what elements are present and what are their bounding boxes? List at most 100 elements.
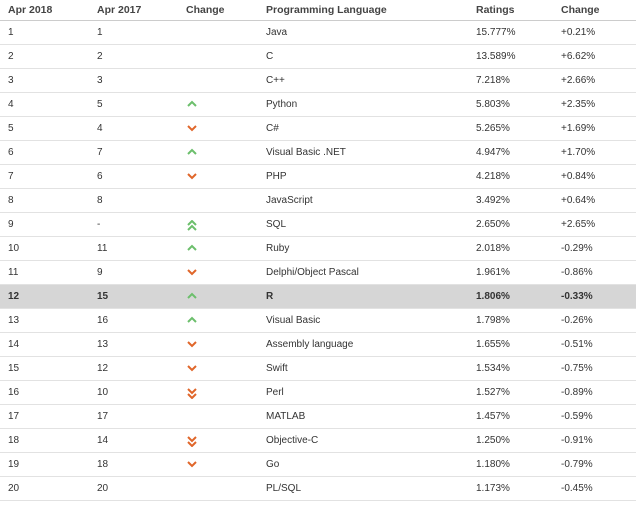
trend-icon <box>187 436 197 447</box>
rank-2017: 2 <box>97 51 103 62</box>
trend-icon <box>187 461 197 468</box>
language-name: Delphi/Object Pascal <box>266 267 359 278</box>
column-header: Apr 2018 <box>8 4 53 16</box>
chevron <box>187 316 197 323</box>
rating-change: -0.51% <box>561 339 593 350</box>
chevron <box>187 436 197 443</box>
rating-change: +0.21% <box>561 27 596 38</box>
rank-2018: 8 <box>8 195 14 206</box>
rank-2017: 9 <box>97 267 103 278</box>
rank-2017: 13 <box>97 339 109 350</box>
trend-icon <box>187 148 197 155</box>
rank-2018: 11 <box>8 267 19 278</box>
column-header: Programming Language <box>266 4 387 16</box>
rank-2018: 17 <box>8 411 20 422</box>
chevron <box>187 441 197 447</box>
column-header: Change <box>186 4 225 16</box>
language-name: Ruby <box>266 243 290 254</box>
rank-2017: 17 <box>97 411 109 422</box>
rating-change: +1.70% <box>561 147 596 158</box>
rank-2017: 18 <box>97 459 109 470</box>
chevron <box>187 388 197 395</box>
trend-icon <box>187 269 197 276</box>
rating-change: -0.59% <box>561 411 593 422</box>
rank-2017: 4 <box>97 123 103 134</box>
rating: 2.018% <box>476 243 510 254</box>
rank-2018: 4 <box>8 99 14 110</box>
rank-2018: 7 <box>8 171 14 182</box>
chevron <box>187 269 197 276</box>
rank-2018: 3 <box>8 75 14 86</box>
language-name: Java <box>266 27 288 38</box>
chevron <box>187 100 197 107</box>
table-row: 16 10 Perl 1.527% -0.89% <box>0 381 636 405</box>
rank-2018: 19 <box>8 459 20 470</box>
rank-2017: 8 <box>97 195 103 206</box>
language-name: Go <box>266 459 280 470</box>
rank-2018: 10 <box>8 243 20 254</box>
rank-2017: 11 <box>97 243 108 254</box>
rating-change: +2.35% <box>561 99 596 110</box>
rating-change: -0.91% <box>561 435 593 446</box>
table-row: 20 20 PL/SQL 1.173% -0.45% <box>0 477 636 501</box>
rank-2018: 5 <box>8 123 14 134</box>
table-row: 13 16 Visual Basic 1.798% -0.26% <box>0 309 636 333</box>
rank-2017: 10 <box>97 387 109 398</box>
trend-icon <box>187 388 197 399</box>
rank-2017: 15 <box>97 291 109 302</box>
language-name: PHP <box>266 171 287 182</box>
chevron <box>187 244 197 251</box>
language-name: PL/SQL <box>266 483 302 494</box>
trend-icon <box>187 125 197 132</box>
rating: 1.534% <box>476 363 510 374</box>
rank-2018: 9 <box>8 219 14 230</box>
chevron <box>187 148 197 155</box>
language-name: C# <box>266 123 279 134</box>
rank-2017: 20 <box>97 483 109 494</box>
rating-change: -0.89% <box>561 387 593 398</box>
chevron <box>187 292 197 299</box>
table-row: 18 14 Objective-C 1.250% -0.91% <box>0 429 636 453</box>
language-name: C++ <box>266 75 285 86</box>
trend-icon <box>187 173 197 180</box>
rating-change: +2.66% <box>561 75 596 86</box>
trend-icon <box>187 244 197 251</box>
rating: 1.806% <box>476 291 510 302</box>
chevron <box>187 220 197 226</box>
column-header: Ratings <box>476 4 515 16</box>
rating-change: -0.75% <box>561 363 593 374</box>
column-header: Change <box>561 4 600 16</box>
chevron <box>187 365 197 372</box>
language-name: Visual Basic .NET <box>266 147 346 158</box>
table-row: 2 2 C 13.589% +6.62% <box>0 45 636 69</box>
rating-change: +6.62% <box>561 51 596 62</box>
table-row: 8 8 JavaScript 3.492% +0.64% <box>0 189 636 213</box>
language-name: SQL <box>266 219 287 230</box>
rating-change: +0.64% <box>561 195 596 206</box>
chevron <box>187 461 197 468</box>
table-row: 15 12 Swift 1.534% -0.75% <box>0 357 636 381</box>
rating-change: -0.33% <box>561 291 593 302</box>
table-row: 4 5 Python 5.803% +2.35% <box>0 93 636 117</box>
language-name: MATLAB <box>266 411 306 422</box>
trend-icon <box>187 365 197 372</box>
rank-2017: 16 <box>97 315 109 326</box>
table-row: 10 11 Ruby 2.018% -0.29% <box>0 237 636 261</box>
table-row: 9 - SQL 2.650% +2.65% <box>0 213 636 237</box>
language-name: Python <box>266 99 298 110</box>
chevron <box>187 125 197 132</box>
rating: 1.180% <box>476 459 510 470</box>
rating-change: -0.26% <box>561 315 593 326</box>
trend-icon <box>187 292 197 299</box>
chevron <box>187 224 197 231</box>
table-row: 19 18 Go 1.180% -0.79% <box>0 453 636 477</box>
trend-icon <box>187 100 197 107</box>
table-row: 5 4 C# 5.265% +1.69% <box>0 117 636 141</box>
table-row: 7 6 PHP 4.218% +0.84% <box>0 165 636 189</box>
rating-change: +1.69% <box>561 123 596 134</box>
table-row: 17 17 MATLAB 1.457% -0.59% <box>0 405 636 429</box>
rating-change: -0.86% <box>561 267 593 278</box>
language-name: Objective-C <box>266 435 319 446</box>
rating: 1.798% <box>476 315 510 326</box>
